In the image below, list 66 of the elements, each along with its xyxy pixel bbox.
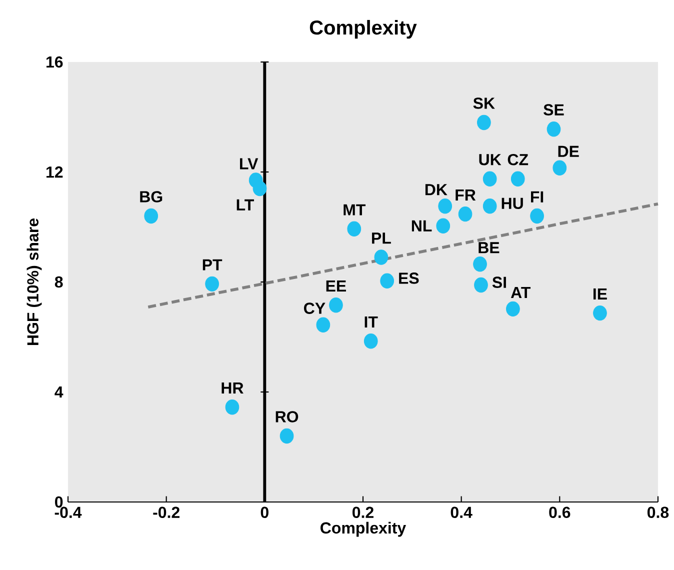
annotation: MT	[344, 204, 366, 216]
point	[364, 334, 378, 349]
point	[205, 276, 219, 292]
point	[482, 171, 497, 186]
annotation: BE	[478, 242, 500, 254]
x-tick-label: 0.8	[648, 506, 669, 518]
x-tick-label: 0.4	[450, 506, 472, 518]
point	[506, 301, 520, 317]
annotation: IT	[364, 316, 378, 328]
annotation: RO	[276, 411, 298, 422]
y-tick-label: 12	[46, 166, 63, 178]
annotation: FR	[456, 189, 476, 200]
point	[347, 221, 362, 237]
annotation: HU	[502, 198, 523, 209]
point	[510, 171, 525, 186]
annotation: DK	[425, 184, 448, 196]
point	[374, 250, 388, 265]
annotation: SI	[492, 276, 506, 288]
y-tick-label: 8	[54, 276, 63, 288]
annotation: NL	[412, 220, 432, 232]
x-tick-label: 0	[260, 506, 268, 518]
annotation: PL	[372, 232, 391, 244]
x-tick-label: -0.4	[54, 506, 82, 518]
point	[252, 180, 267, 196]
annotation: BG	[140, 191, 162, 202]
annotation: EE	[326, 280, 346, 292]
point	[473, 256, 487, 272]
annotation: HR	[222, 382, 244, 394]
point	[438, 198, 452, 214]
annotation: CZ	[508, 154, 528, 166]
annotation: ES	[399, 272, 419, 284]
annotation: FI	[531, 191, 544, 202]
point	[380, 273, 394, 288]
x-tick-label: 0.2	[352, 506, 374, 518]
point	[552, 160, 567, 176]
annotation: PT	[202, 259, 222, 270]
annotation: LV	[240, 158, 258, 170]
annotation: SE	[544, 104, 564, 116]
annotation: LT	[236, 199, 254, 210]
point	[316, 317, 330, 332]
point	[436, 218, 450, 234]
x-tick-label: 0.6	[549, 506, 570, 518]
point	[482, 198, 497, 214]
y-tick-label: 4	[54, 386, 64, 398]
x-axis-title: Complexity	[320, 522, 406, 537]
annotation: AT	[510, 287, 531, 298]
y-tick-label: 0	[55, 496, 63, 508]
point	[477, 114, 491, 130]
y-tick-label: 16	[46, 56, 63, 68]
x-tick-label: -0.2	[153, 506, 180, 518]
point	[329, 297, 343, 313]
point	[280, 428, 294, 444]
point	[458, 206, 472, 222]
annotation: SK	[473, 98, 495, 109]
annotation: DE	[558, 146, 579, 157]
annotation: IE	[593, 288, 607, 300]
point	[225, 400, 240, 415]
annotation: CY	[304, 302, 326, 314]
point	[593, 305, 607, 321]
annotation: UK	[479, 154, 502, 166]
y-axis-title: HGF (10%) share	[26, 218, 42, 345]
point	[530, 208, 544, 224]
point	[546, 121, 561, 137]
chart-title: Complexity	[310, 20, 417, 39]
point	[144, 208, 158, 224]
point	[474, 277, 488, 293]
